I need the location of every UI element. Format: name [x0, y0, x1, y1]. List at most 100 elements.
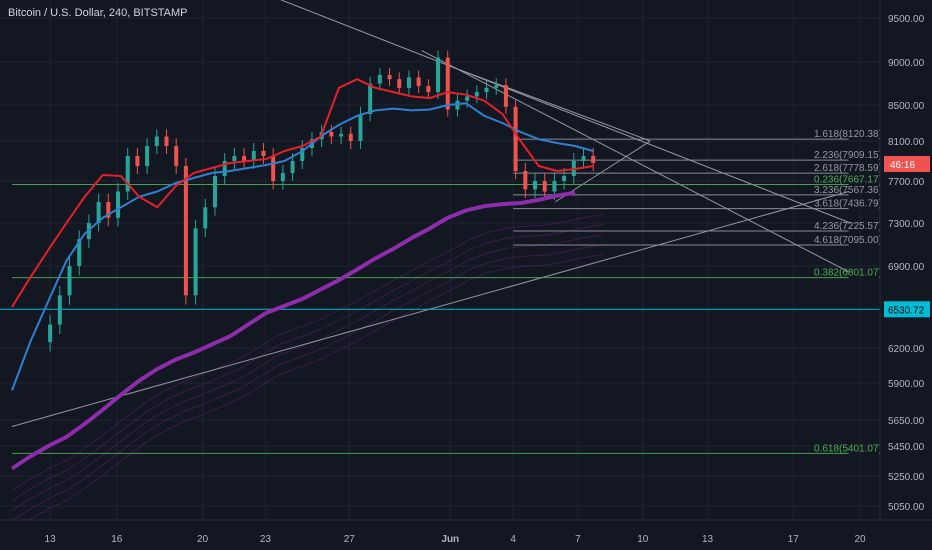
candle-body: [67, 266, 72, 296]
candle-body: [387, 74, 392, 80]
support-price-label: 6530.72: [888, 305, 925, 316]
candle-body: [542, 181, 547, 192]
candle-body: [494, 85, 499, 88]
price-tick-label: 7700.00: [888, 177, 925, 188]
fib-level-label: 3.618(7436.79): [814, 199, 882, 210]
fib-level-label: 2.618(7778.59): [814, 163, 882, 174]
candle-body: [591, 156, 596, 163]
time-tick-label: 16: [111, 534, 123, 545]
ema-ribbon-line: [11, 224, 603, 501]
price-tick-label: 5650.00: [888, 416, 925, 427]
candle-body: [416, 77, 421, 87]
candle-body: [96, 202, 101, 223]
candle-body: [261, 151, 266, 156]
time-tick-label: 23: [260, 534, 272, 545]
candle-body: [116, 191, 120, 218]
candle-body: [271, 156, 276, 181]
candle-body: [203, 207, 208, 229]
candle-body: [329, 132, 334, 137]
candle-body: [222, 161, 227, 176]
price-tick-label: 5900.00: [888, 379, 925, 390]
candle-body: [57, 295, 62, 325]
time-tick-label: 10: [637, 534, 649, 545]
symbol-title: Bitcoin / U.S. Dollar, 240, BITSTAMP: [8, 7, 188, 19]
fib-level-label: 4.618(7095.00): [814, 235, 882, 246]
candle-body: [523, 171, 528, 190]
ema-red-line: [11, 78, 594, 308]
time-tick-label: 20: [197, 534, 209, 545]
candle-body: [232, 156, 237, 161]
candle-body: [348, 133, 353, 141]
ema-blue-line: [11, 102, 594, 391]
last-price-label: 46:16: [890, 160, 915, 171]
candle-body: [48, 324, 53, 343]
price-tick-label: 7300.00: [888, 219, 925, 230]
candle-body: [436, 57, 441, 93]
time-tick-label: Jun: [441, 534, 459, 545]
fib-level-label: 0.382(6801.07): [814, 268, 882, 279]
candle-body: [193, 228, 198, 296]
candle-body: [533, 181, 538, 190]
candle-body: [106, 202, 111, 218]
candle-body: [125, 156, 130, 192]
time-tick-label: 4: [510, 534, 516, 545]
candle-body: [581, 156, 586, 161]
fib-level-label: 0.236(7667.17): [814, 174, 882, 185]
trendline: [450, 65, 651, 142]
candle-body: [426, 86, 431, 93]
candle-body: [300, 148, 305, 161]
ema-ribbon-line: [11, 234, 603, 511]
fib-level-label: 0.618(5401.07): [814, 443, 882, 454]
ema-ribbon-line: [11, 214, 603, 491]
last-price-tag[interactable]: [884, 156, 930, 172]
fib-level-label: 4.236(7225.57): [814, 221, 882, 232]
ema-purple-line: [10, 190, 576, 471]
price-axis: [880, 0, 932, 550]
candle-body: [484, 87, 489, 93]
candle-body: [290, 161, 295, 173]
price-tick-label: 6200.00: [888, 344, 925, 355]
time-tick-label: 13: [45, 534, 57, 545]
candle-body: [377, 74, 382, 84]
price-tick-label: 8100.00: [888, 137, 925, 148]
price-tick-label: 9000.00: [888, 58, 925, 69]
trendline: [421, 50, 849, 273]
candle-body: [174, 146, 179, 166]
candle-body: [212, 176, 217, 208]
candle-body: [513, 106, 518, 171]
candle-body: [503, 85, 508, 107]
time-tick-label: 17: [788, 534, 800, 545]
time-axis: [0, 520, 932, 550]
price-tick-label: 6900.00: [888, 262, 925, 273]
candle-body: [445, 57, 450, 110]
time-tick-label: 27: [344, 534, 356, 545]
time-tick-label: 7: [575, 534, 581, 545]
fib-level-label: 2.236(7909.15): [814, 150, 882, 161]
fib-level-label: 1.618(8120.38): [814, 129, 882, 140]
support-price-tag[interactable]: [884, 301, 930, 318]
time-tick-label: 20: [854, 534, 866, 545]
candle-body: [280, 173, 285, 181]
price-tick-label: 8500.00: [888, 101, 925, 112]
candle-body: [77, 239, 82, 266]
time-tick-label: 13: [702, 534, 714, 545]
price-tick-label: 9500.00: [888, 14, 925, 25]
trendline: [280, 0, 851, 224]
candle-body: [368, 83, 373, 114]
ema-ribbon-line: [11, 254, 603, 531]
candle-body: [406, 77, 411, 88]
price-tick-label: 5450.00: [888, 442, 925, 453]
price-tick-label: 5050.00: [888, 502, 925, 513]
candle-body: [358, 114, 363, 141]
candle-body: [164, 136, 169, 146]
candle-body: [397, 79, 402, 88]
candle-body: [474, 92, 479, 97]
price-tick-label: 5250.00: [888, 472, 925, 483]
candle-body: [183, 166, 188, 296]
candle-body: [135, 156, 140, 166]
candle-body: [251, 151, 256, 161]
candle-body: [242, 156, 247, 161]
